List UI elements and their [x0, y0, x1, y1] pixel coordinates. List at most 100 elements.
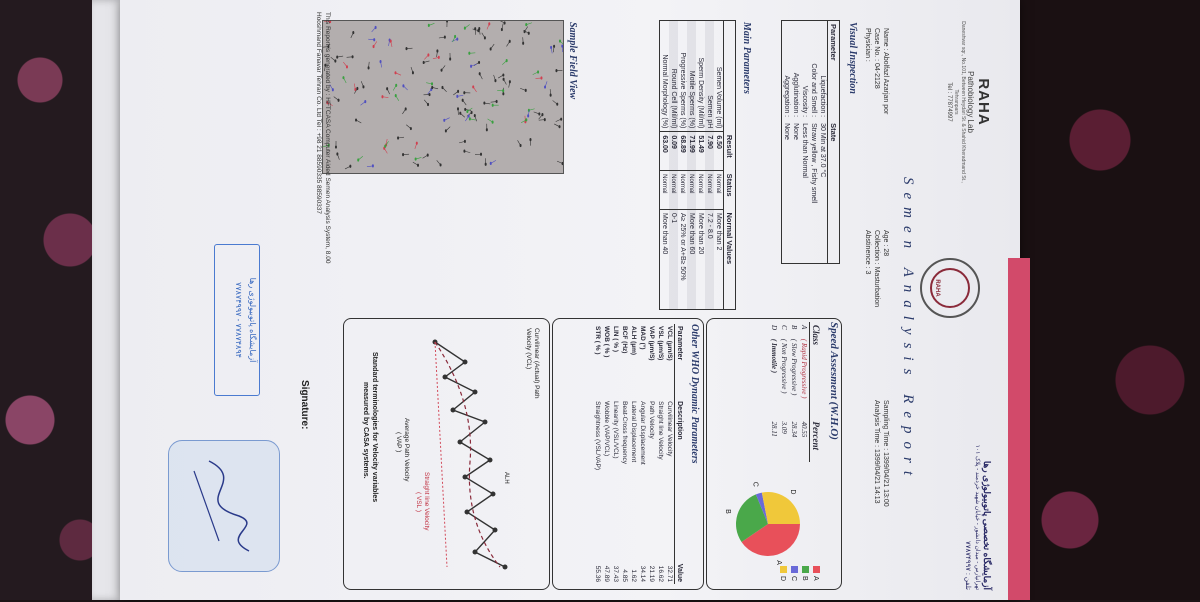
sperm-tail	[504, 79, 507, 84]
sperm-tail	[506, 41, 509, 46]
sperm-tail	[356, 120, 361, 123]
vsl-label-2: ( VSL )	[415, 492, 422, 512]
main-normal: 0-1	[669, 210, 678, 310]
pie-label: B	[724, 509, 731, 514]
main-result: 6.50	[714, 132, 724, 171]
visual-header-parameter: Parameter	[828, 21, 840, 121]
pink-folder-edge	[1008, 258, 1030, 600]
report-footer: This Report is generated by : HFTCASA Co…	[314, 12, 332, 602]
main-status: Normal	[687, 171, 696, 210]
other-value: 47.89	[602, 541, 611, 584]
other-desc: Curvilinear Velocity	[665, 399, 675, 541]
sperm-tail	[553, 100, 558, 104]
sperm-tail	[437, 160, 441, 165]
table-row: Agglutination :None	[791, 21, 800, 264]
sperm-tail	[361, 81, 363, 87]
sperm-tail	[465, 25, 470, 29]
other-desc: Straightness (VSL/VAP)	[593, 399, 602, 541]
main-result: 71.99	[687, 132, 696, 171]
main-status: Normal	[678, 171, 687, 210]
sperm-cell	[504, 21, 506, 24]
other-header-desc: Description	[675, 399, 685, 541]
other-value: 1.62	[629, 541, 638, 584]
sperm-cell	[334, 59, 336, 62]
visual-state: 30 Min at 37.0 °C	[818, 120, 828, 263]
sperm-cell	[466, 110, 468, 113]
vsl-label-1: Straight line Velocity	[423, 472, 430, 531]
main-status: Normal	[669, 171, 678, 210]
sperm-cell	[427, 154, 429, 157]
doctor-seal-stamp	[168, 440, 280, 572]
sperm-tail	[372, 27, 376, 32]
main-result: 51.49	[696, 132, 705, 171]
sperm-tail	[533, 72, 538, 75]
footer-line-1: This Report is generated by : HFTCASA Co…	[323, 12, 332, 602]
sampling-label: Sampling Time :	[882, 400, 889, 450]
main-status: Normal	[660, 171, 670, 210]
sperm-tail	[502, 61, 506, 65]
other-desc: Wobble (VAP/VCL)	[602, 399, 611, 541]
legend-swatch	[780, 566, 787, 573]
other-param: VAP (µm/S)	[647, 324, 656, 399]
main-header-result: Result	[724, 132, 736, 171]
lab-phone-fa: تلفن : ۷۷۸۷۴۹۹۷	[962, 410, 972, 590]
main-param: Round Cell (Mil/ml)	[669, 21, 678, 132]
visual-param: Liquefaction :	[818, 21, 828, 121]
collection-label: Collection :	[873, 230, 880, 265]
sperm-tail	[384, 148, 387, 153]
sperm-field-graphic	[323, 21, 563, 173]
sperm-tail	[487, 24, 489, 30]
table-row: C( Non Progressive )3.09	[779, 322, 789, 462]
table-row: STR ( % )Straightness (VSL/VAP)55.36	[593, 324, 602, 584]
main-result: 7.90	[705, 132, 714, 171]
speed-pct: 28.34	[789, 419, 799, 462]
sperm-tail	[351, 33, 353, 38]
other-param: ALH (µm)	[629, 324, 638, 399]
speed-pct: 28.11	[769, 419, 779, 462]
pie-label: D	[789, 489, 796, 494]
main-param: Motile Sperms (%)	[687, 21, 696, 132]
sample-field-image	[322, 20, 564, 174]
sperm-tail	[387, 89, 390, 94]
sperm-tail	[334, 97, 339, 101]
legend-swatch	[813, 566, 820, 573]
visual-param: Aggregation :	[782, 21, 792, 121]
report-paper: RAHA Pathobiology Lab Daneshvar sqr., No…	[120, 0, 1020, 600]
main-status: Normal	[696, 171, 705, 210]
sperm-tail	[494, 75, 496, 81]
sperm-tail	[463, 100, 467, 105]
sampling-value: 1399/04/21 13:00	[882, 452, 889, 507]
sperm-tail	[554, 124, 559, 127]
sperm-tail	[557, 161, 563, 163]
handwritten-signature	[169, 441, 279, 571]
main-parameters-title: Main Parameters	[741, 22, 752, 94]
table-row: Viscosity :Less than Normal	[800, 21, 809, 264]
patient-info-mid: Age : 28 Collection : Masturbation Absti…	[863, 230, 890, 380]
legend-label: A	[812, 576, 819, 581]
speed-header-percent: Percent	[810, 419, 823, 462]
speed-label: ( Immotile )	[769, 336, 779, 419]
speed-key: A	[799, 322, 810, 336]
sperm-tail	[475, 116, 477, 122]
sperm-tail	[488, 119, 493, 122]
main-result: 63.00	[660, 132, 670, 171]
sperm-tail	[374, 41, 377, 46]
sperm-tail	[529, 109, 535, 111]
sperm-tail	[423, 155, 428, 158]
sperm-tail	[460, 113, 464, 117]
pie-label: A	[775, 560, 782, 565]
sperm-tail	[406, 125, 411, 129]
analysis-label: Analysis Time :	[873, 400, 880, 447]
speed-label: ( Rapid Progressive )	[799, 336, 810, 419]
visual-state: Straw yellow , Fishy smell	[809, 120, 818, 263]
name-value: Abolfazl Azarjan por	[882, 52, 889, 114]
legend-swatch	[791, 566, 798, 573]
legend-label: C	[790, 576, 797, 581]
